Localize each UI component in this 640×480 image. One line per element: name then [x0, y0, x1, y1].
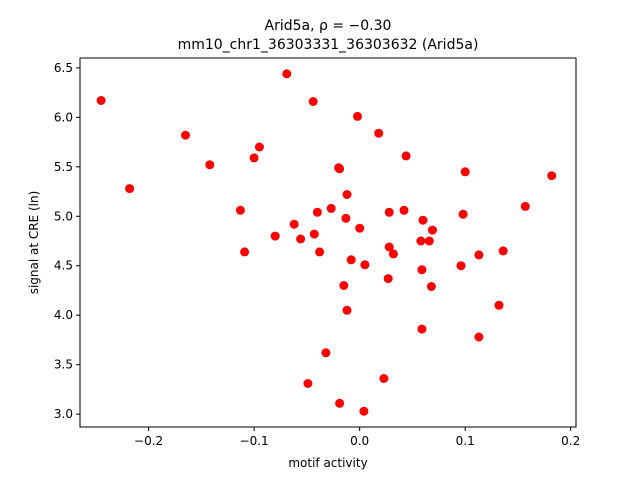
data-point [426, 282, 436, 291]
y-tick-label: 6.5 [54, 61, 73, 75]
data-point [303, 379, 313, 388]
data-point [254, 142, 264, 152]
y-axis-ticks: 3.0 3.5 4.0 4.5 5.0 5.5 6.0 6.5 [54, 61, 80, 421]
data-point [374, 128, 384, 138]
x-tick-label: −0.2 [134, 434, 163, 448]
data-point [474, 250, 484, 260]
data-point [416, 236, 426, 246]
data-point [383, 274, 393, 284]
data-point [240, 247, 250, 257]
x-tick-label: 0.2 [561, 434, 580, 448]
data-point [424, 236, 434, 246]
x-axis-ticks: −0.2 −0.1 0.0 0.1 0.2 [134, 427, 580, 448]
data-point [418, 215, 428, 225]
y-axis-label: signal at CRE (ln) [27, 191, 41, 295]
data-point [384, 207, 394, 217]
data-point [428, 225, 437, 235]
data-point [379, 374, 389, 383]
x-axis-label: motif activity [288, 456, 367, 470]
data-point [346, 255, 356, 265]
x-tick-label: 0.1 [456, 434, 475, 448]
data-point [309, 229, 319, 239]
data-point [417, 324, 427, 334]
data-point [460, 167, 470, 177]
chart-title-line2: mm10_chr1_36303331_36303632 (Arid5a) [178, 37, 479, 53]
data-point [353, 111, 362, 121]
y-tick-label: 4.0 [54, 308, 73, 322]
data-point [342, 305, 352, 315]
data-point [96, 96, 106, 105]
data-point [308, 97, 318, 106]
data-point [456, 261, 466, 271]
data-point [335, 398, 345, 408]
data-point [388, 249, 398, 259]
data-point [235, 205, 245, 215]
data-point [249, 153, 259, 163]
data-point [312, 207, 322, 217]
y-tick-label: 3.0 [54, 407, 73, 421]
data-point [181, 130, 190, 140]
data-point [282, 69, 292, 79]
data-point [342, 190, 352, 199]
data-point [296, 234, 306, 244]
data-point [125, 184, 135, 194]
data-point [205, 160, 215, 170]
y-tick-label: 6.0 [54, 110, 73, 124]
data-point [474, 332, 484, 342]
data-point [399, 205, 409, 215]
data-point [321, 348, 331, 358]
data-point [547, 171, 557, 181]
data-point [289, 219, 299, 229]
data-point [326, 203, 336, 213]
data-point [270, 231, 280, 241]
data-point [401, 151, 411, 161]
data-point [458, 209, 468, 219]
data-point [315, 247, 325, 257]
y-tick-label: 4.5 [54, 259, 73, 273]
data-point [417, 265, 427, 275]
chart-title-line1: Arid5a, ρ = −0.30 [265, 18, 392, 34]
data-point [341, 213, 351, 223]
data-point [360, 260, 370, 270]
y-tick-label: 5.0 [54, 209, 73, 223]
data-point [339, 281, 349, 290]
data-point [359, 406, 369, 416]
data-point [355, 223, 365, 233]
data-points [96, 69, 557, 416]
data-point [498, 246, 508, 256]
x-tick-label: 0.0 [350, 434, 369, 448]
data-point [520, 201, 530, 211]
y-tick-label: 5.5 [54, 160, 73, 174]
data-point [384, 242, 394, 252]
plot-area-frame [79, 57, 577, 428]
data-point [494, 300, 504, 310]
data-point [335, 164, 345, 174]
y-tick-label: 3.5 [54, 358, 73, 372]
x-tick-label: −0.1 [240, 434, 269, 448]
